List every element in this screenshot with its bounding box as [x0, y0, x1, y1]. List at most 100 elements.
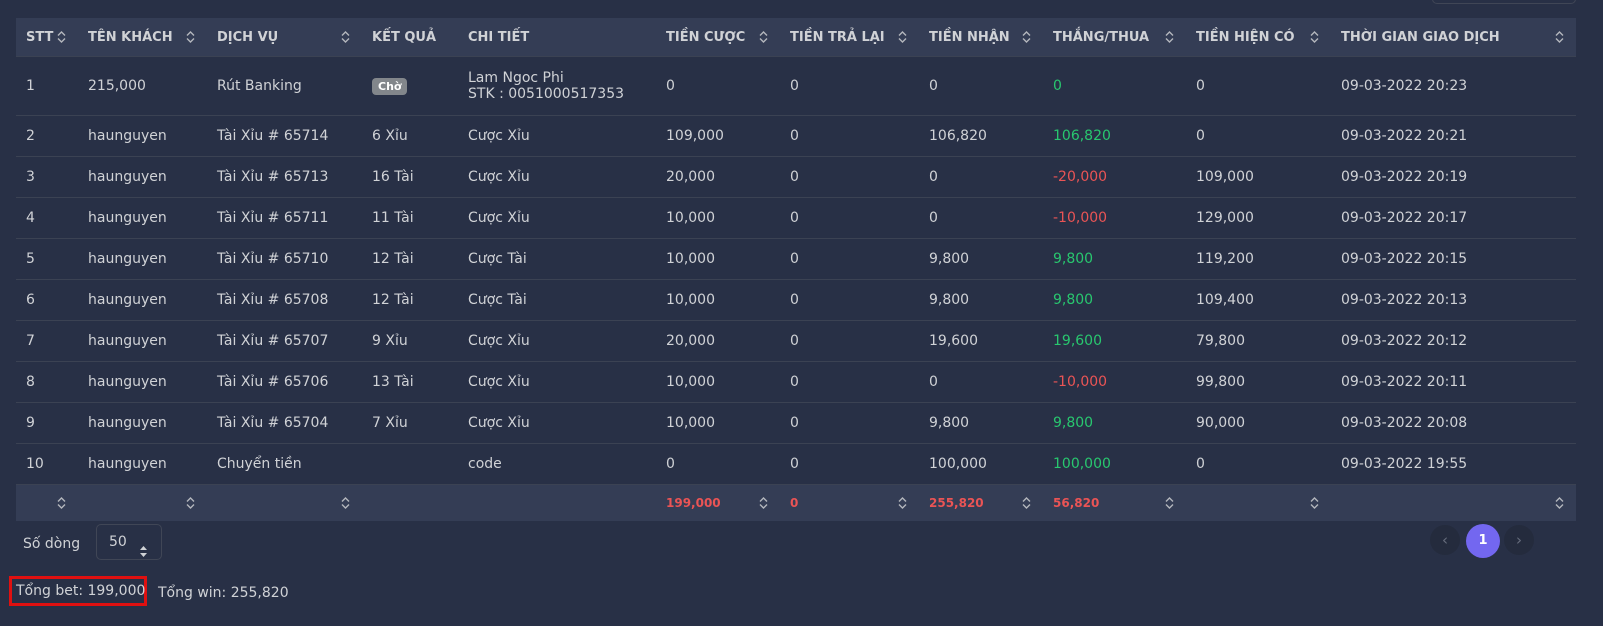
- column-header[interactable]: STT: [16, 18, 78, 57]
- pagination-page-1[interactable]: 1: [1467, 525, 1499, 557]
- cell-detail: Cược Xỉu: [458, 197, 656, 239]
- sort-icon[interactable]: [1165, 31, 1174, 44]
- cell-stt: 10: [16, 443, 78, 485]
- cell-customer: haunguyen: [78, 156, 207, 198]
- rows-per-page-label: Số dòng: [23, 536, 81, 552]
- sort-icon[interactable]: [1555, 497, 1564, 510]
- cell-service: Tài Xỉu # 65714: [207, 115, 362, 157]
- cell-bet: 0: [656, 443, 780, 485]
- sort-icon[interactable]: [759, 497, 768, 510]
- cell-result: 6 Xỉu: [362, 115, 458, 157]
- rows-per-page-select[interactable]: 50: [96, 524, 162, 560]
- detail-text: Cược Xỉu: [468, 210, 530, 226]
- cell-winloss: -20,000: [1043, 156, 1186, 198]
- cell-received: 0: [919, 197, 1043, 239]
- column-header-label: THỜI GIAN GIAO DỊCH: [1341, 29, 1500, 45]
- table-row: 10 haunguyen Chuyển tiền code 0 0 100,000 100,0…: [16, 443, 1576, 485]
- cell-time: 09-03-2022 20:15: [1331, 238, 1576, 280]
- cell-service: Tài Xỉu # 65704: [207, 402, 362, 444]
- sort-icon[interactable]: [1022, 497, 1031, 510]
- cell-bet: 10,000: [656, 361, 780, 403]
- sort-icon[interactable]: [57, 497, 66, 510]
- cell-winloss: 106,820: [1043, 115, 1186, 157]
- cell-customer: 215,000: [78, 56, 207, 116]
- cell-refund: 0: [780, 197, 919, 239]
- cell-detail: Cược Xỉu: [458, 402, 656, 444]
- column-header-label: DỊCH VỤ: [217, 29, 279, 45]
- cell-result: 9 Xỉu: [362, 320, 458, 362]
- total-bet-summary: Tổng bet: 199,000: [9, 576, 147, 606]
- column-header[interactable]: TÊN KHÁCH: [78, 18, 207, 57]
- totals-cell: 255,820: [919, 484, 1043, 521]
- sort-icon[interactable]: [186, 31, 195, 44]
- totals-cell: 199,000: [656, 484, 780, 521]
- cell-refund: 0: [780, 320, 919, 362]
- column-header[interactable]: TIỀN NHẬN: [919, 18, 1043, 57]
- column-header-label: TIỀN NHẬN: [929, 29, 1010, 45]
- detail-text: Cược Xỉu: [468, 415, 530, 431]
- search-input[interactable]: [1432, 0, 1576, 4]
- pagination-prev-button[interactable]: ‹: [1430, 525, 1460, 555]
- column-header[interactable]: DỊCH VỤ: [207, 18, 362, 57]
- column-header[interactable]: THỜI GIAN GIAO DỊCH: [1331, 18, 1576, 57]
- sort-icon[interactable]: [1022, 31, 1031, 44]
- cell-time: 09-03-2022 20:23: [1331, 56, 1576, 116]
- cell-refund: 0: [780, 361, 919, 403]
- cell-detail: Cược Xỉu: [458, 320, 656, 362]
- sort-icon[interactable]: [898, 31, 907, 44]
- cell-customer: haunguyen: [78, 443, 207, 485]
- detail-text: code: [468, 456, 502, 472]
- sort-icon[interactable]: [341, 31, 350, 44]
- cell-result: 11 Tài: [362, 197, 458, 239]
- column-header-label: TIỀN TRẢ LẠI: [790, 29, 885, 45]
- column-header[interactable]: TIỀN TRẢ LẠI: [780, 18, 919, 57]
- pagination-next-button[interactable]: ›: [1504, 525, 1534, 555]
- transactions-table: STT TÊN KHÁCH DỊCH VỤ KẾT QUẢ CHI TIẾT TIỀN C…: [16, 18, 1576, 521]
- detail-text: Cược Tài: [468, 292, 527, 308]
- sort-icon[interactable]: [1555, 31, 1564, 44]
- column-header[interactable]: THẮNG/THUA: [1043, 18, 1186, 57]
- detail-text: Lam Ngoc Phi: [468, 70, 564, 86]
- sort-icon[interactable]: [1310, 497, 1319, 510]
- select-caret-icon: [139, 537, 148, 557]
- column-header[interactable]: CHI TIẾT: [458, 18, 656, 57]
- cell-received: 100,000: [919, 443, 1043, 485]
- sort-icon[interactable]: [341, 497, 350, 510]
- cell-stt: 1: [16, 56, 78, 116]
- column-header-label: STT: [26, 29, 54, 45]
- sort-icon[interactable]: [759, 31, 768, 44]
- cell-received: 9,800: [919, 402, 1043, 444]
- cell-bet: 10,000: [656, 238, 780, 280]
- sort-icon[interactable]: [57, 31, 66, 44]
- cell-detail: Cược Xỉu: [458, 361, 656, 403]
- column-header-label: CHI TIẾT: [468, 29, 530, 45]
- cell-balance: 129,000: [1186, 197, 1331, 239]
- sort-icon[interactable]: [1165, 497, 1174, 510]
- cell-bet: 10,000: [656, 402, 780, 444]
- cell-detail: Cược Tài: [458, 238, 656, 280]
- cell-winloss: 100,000: [1043, 443, 1186, 485]
- table-row: 3 haunguyen Tài Xỉu # 65713 16 Tài Cược Xỉu 2…: [16, 156, 1576, 198]
- table-row: 7 haunguyen Tài Xỉu # 65707 9 Xỉu Cược Xỉu 20…: [16, 320, 1576, 362]
- column-header-label: TIỀN CƯỢC: [666, 29, 746, 45]
- totals-cell: [78, 484, 207, 521]
- cell-detail: Cược Xỉu: [458, 156, 656, 198]
- totals-cell: [1186, 484, 1331, 521]
- cell-received: 9,800: [919, 238, 1043, 280]
- cell-detail: code: [458, 443, 656, 485]
- cell-result: 16 Tài: [362, 156, 458, 198]
- total-bet: 199,000: [666, 496, 721, 510]
- totals-cell: 0: [780, 484, 919, 521]
- column-header[interactable]: TIỀN HIỆN CÓ: [1186, 18, 1331, 57]
- cell-stt: 8: [16, 361, 78, 403]
- sort-icon[interactable]: [898, 497, 907, 510]
- column-header[interactable]: TIỀN CƯỢC: [656, 18, 780, 57]
- cell-winloss: 9,800: [1043, 279, 1186, 321]
- cell-service: Tài Xỉu # 65713: [207, 156, 362, 198]
- cell-winloss: 0: [1043, 56, 1186, 116]
- sort-icon[interactable]: [186, 497, 195, 510]
- column-header[interactable]: KẾT QUẢ: [362, 18, 458, 57]
- sort-icon[interactable]: [1310, 31, 1319, 44]
- status-badge: Chờ: [372, 77, 408, 95]
- table-row: 8 haunguyen Tài Xỉu # 65706 13 Tài Cược Xỉu 1…: [16, 361, 1576, 403]
